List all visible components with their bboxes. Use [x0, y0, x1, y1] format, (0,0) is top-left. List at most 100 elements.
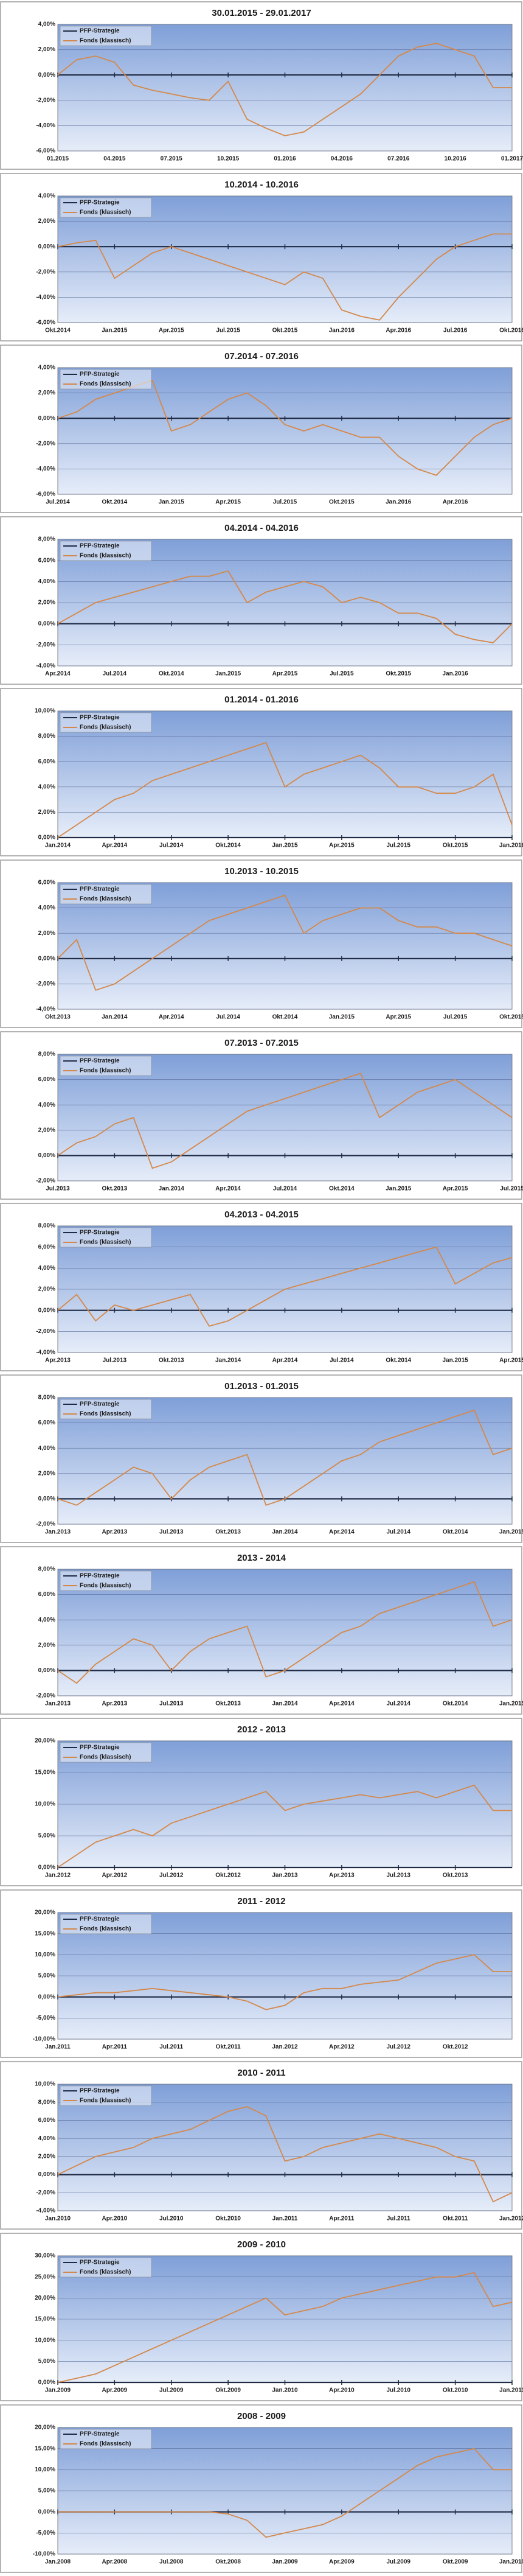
- legend-box: [60, 1914, 152, 1934]
- y-tick-label: 5,00%: [38, 2488, 55, 2494]
- x-tick-label: Jan.2015: [159, 499, 185, 506]
- x-tick-label: Jan.2009: [45, 2387, 71, 2394]
- legend-label: PFP-Strategie: [80, 371, 120, 378]
- chart: 30.01.2015 - 29.01.2017 -6,00% -4,00% -2,00…: [0, 1, 523, 170]
- y-tick-label: 6,00%: [38, 2117, 55, 2124]
- y-tick-label: 2,00%: [38, 1642, 55, 1648]
- chart-title: 2009 - 2010: [237, 2239, 286, 2250]
- x-tick-label: Jan.2015: [499, 1529, 523, 1536]
- x-tick-label: Apr.2015: [329, 842, 355, 849]
- y-tick-label: 2,00%: [38, 218, 55, 225]
- legend-label: Fonds (klassisch): [80, 1583, 131, 1589]
- x-tick-label: Jul.2013: [387, 1872, 411, 1879]
- legend-label: PFP-Strategie: [80, 715, 120, 721]
- y-tick-label: 8,00%: [38, 1566, 55, 1573]
- y-tick-label: -6,00%: [36, 148, 55, 155]
- x-tick-label: Jul.2014: [273, 1186, 297, 1192]
- x-tick-label: Okt.2015: [499, 1014, 523, 1021]
- x-tick-label: Jan.2015: [442, 1357, 468, 1364]
- y-tick-label: 15,00%: [35, 2316, 55, 2323]
- legend-label: PFP-Strategie: [80, 543, 120, 550]
- x-tick-label: Jul.2015: [387, 842, 411, 849]
- x-tick-label: Jul.2013: [159, 1701, 184, 1707]
- x-tick-label: Okt.2010: [215, 2216, 241, 2222]
- y-tick-label: 20,00%: [35, 2295, 55, 2301]
- x-tick-label: Okt.2008: [215, 2559, 241, 2566]
- legend-box: [60, 2085, 152, 2106]
- x-tick-label: Okt.2014: [272, 1014, 298, 1021]
- legend-label: PFP-Strategie: [80, 28, 120, 35]
- legend-box: [60, 197, 152, 218]
- legend-label: PFP-Strategie: [80, 1058, 120, 1065]
- legend-label: Fonds (klassisch): [80, 896, 131, 903]
- y-tick-label: 2,00%: [38, 809, 55, 816]
- y-tick-label: -5,00%: [36, 2530, 55, 2536]
- x-tick-label: Okt.2016: [499, 327, 523, 334]
- x-tick-label: Okt.2013: [215, 1701, 241, 1707]
- y-tick-label: -4,00%: [36, 122, 55, 129]
- x-tick-label: Apr.2014: [329, 1529, 355, 1536]
- x-tick-label: Apr.2014: [215, 1186, 241, 1192]
- legend-label: Fonds (klassisch): [80, 1411, 131, 1418]
- chart-title: 2010 - 2011: [237, 2068, 285, 2078]
- x-tick-label: Jul.2012: [159, 1872, 184, 1879]
- x-tick-label: Jul.2015: [273, 499, 297, 506]
- y-tick-label: -5,00%: [36, 2015, 55, 2021]
- x-tick-label: Okt.2014: [443, 1529, 468, 1536]
- x-tick-label: 01.2016: [274, 156, 296, 163]
- x-tick-label: Apr.2010: [102, 2216, 128, 2222]
- x-tick-label: Jul.2008: [159, 2559, 184, 2566]
- y-tick-label: -2,00%: [36, 2189, 55, 2196]
- x-tick-label: Jan.2016: [442, 671, 468, 677]
- x-tick-label: Okt.2014: [159, 671, 184, 677]
- x-tick-label: Jan.2015: [272, 842, 298, 849]
- x-tick-label: Jan.2014: [45, 842, 71, 849]
- y-tick-label: 0,00%: [38, 2508, 55, 2515]
- x-tick-label: Apr.2014: [45, 671, 71, 677]
- y-tick-label: 6,00%: [38, 1419, 55, 1426]
- chart: 2009 - 2010 0,00% 5,00% 10,00% 15,00% 20,00% 2…: [0, 2233, 523, 2401]
- y-tick-label: 4,00%: [38, 193, 55, 200]
- legend-label: Fonds (klassisch): [80, 381, 131, 388]
- x-tick-label: Apr.2014: [329, 1701, 355, 1707]
- x-tick-label: Jan.2015: [102, 327, 128, 334]
- legend-label: PFP-Strategie: [80, 2259, 120, 2266]
- x-tick-label: Jul.2014: [330, 1357, 354, 1364]
- y-tick-label: -2,00%: [36, 268, 55, 275]
- series-line: [57, 1581, 513, 1684]
- x-tick-label: Apr.2016: [443, 499, 468, 506]
- y-tick-label: 0,00%: [38, 1496, 55, 1502]
- x-tick-label: Okt.2014: [102, 499, 128, 506]
- x-tick-label: Jul.2009: [159, 2387, 184, 2394]
- x-tick-label: Jan.2011: [45, 2044, 71, 2051]
- legend-label: PFP-Strategie: [80, 1745, 120, 1751]
- x-tick-label: Okt.2015: [386, 671, 411, 677]
- legend-box: [60, 1570, 152, 1591]
- x-tick-label: Okt.2014: [443, 1701, 468, 1707]
- x-tick-label: Okt.2013: [443, 1872, 468, 1879]
- x-tick-label: Jan.2012: [45, 1872, 71, 1879]
- legend-box: [60, 884, 152, 905]
- y-tick-label: 4,00%: [38, 1617, 55, 1623]
- y-tick-label: -6,00%: [36, 491, 55, 498]
- x-tick-label: Okt.2010: [443, 2387, 468, 2394]
- series-line: [58, 2448, 512, 2538]
- y-tick-label: 20,00%: [35, 1738, 55, 1745]
- y-tick-label: -4,00%: [36, 2208, 55, 2214]
- y-tick-label: -2,00%: [36, 440, 55, 447]
- x-tick-label: Okt.2013: [45, 1014, 71, 1021]
- y-tick-label: 0,00%: [38, 1152, 55, 1159]
- y-tick-label: 6,00%: [38, 1244, 55, 1250]
- chart-title: 01.2013 - 01.2015: [224, 1381, 299, 1391]
- y-tick-label: -4,00%: [36, 294, 55, 301]
- x-tick-label: Jan.2016: [329, 327, 355, 334]
- x-tick-label: Jan.2010: [272, 2387, 298, 2394]
- chart-title: 30.01.2015 - 29.01.2017: [212, 8, 311, 18]
- y-tick-label: 4,00%: [38, 365, 55, 371]
- x-tick-label: Jan.2015: [386, 1186, 412, 1192]
- y-tick-label: -2,00%: [36, 642, 55, 648]
- y-tick-label: 6,00%: [38, 1591, 55, 1598]
- chart: 2008 - 2009 -10,00% -5,00% 0,00% 5,00% 10,00%…: [0, 2404, 523, 2573]
- y-tick-label: 8,00%: [38, 1223, 55, 1230]
- legend-label: Fonds (klassisch): [80, 2269, 131, 2276]
